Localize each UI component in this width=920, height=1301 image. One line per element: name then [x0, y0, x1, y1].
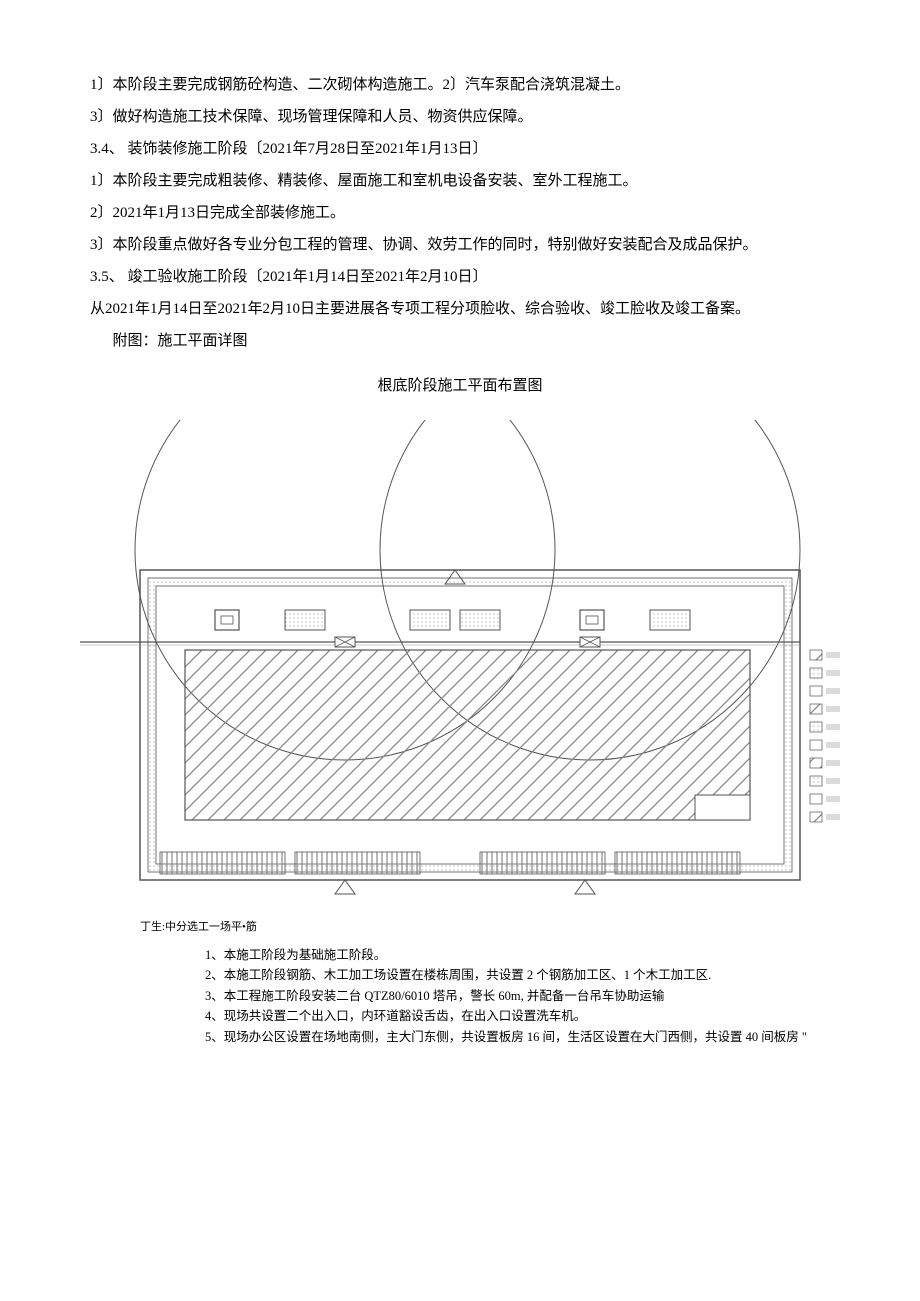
- section-3-5-heading: 3.5、 竣工验收施工阶段〔2021年1月14日至2021年2月10日〕: [60, 262, 860, 292]
- note-1: 1、本施工阶段为基础施工阶段。: [205, 946, 815, 965]
- section-3-4-item-3: 3〕本阶段重点做好各专业分包工程的管理、协调、效劳工作的同时，特别做好安装配合及…: [60, 230, 860, 260]
- section-3-4-item-1: 1〕本阶段主要完成粗装修、精装修、屋面施工和室机电设备安装、室外工程施工。: [60, 166, 860, 196]
- paragraph-phase-1: 1〕本阶段主要完成钢筋砼构造、二次砌体构造施工。2〕汽车泵配合浇筑混凝土。: [60, 70, 860, 100]
- diagram-notes: 1、本施工阶段为基础施工阶段。 2、本施工阶段钢筋、木工加工场设置在楼栋周围，共…: [205, 946, 815, 1047]
- section-3-4-item-2: 2〕2021年1月13日完成全部装修施工。: [60, 198, 860, 228]
- paragraph-phase-3: 3〕做好构造施工技术保障、现场管理保障和人员、物资供应保障。: [60, 102, 860, 132]
- note-3: 3、本工程施工阶段安装二台 QTZ80/6010 塔吊，警长 60m, 并配备一…: [205, 987, 815, 1006]
- section-3-5-body: 从2021年1月14日至2021年2月10日主要进展各专项工程分项脸收、综合验收…: [60, 294, 860, 324]
- site-plan-diagram: [80, 420, 840, 910]
- note-5: 5、现场办公区设置在场地南侧，主大门东侧，共设置板房 16 间，生活区设置在大门…: [205, 1028, 815, 1047]
- diagram-caption: 丁生:中分选工一场平•筋: [140, 918, 860, 934]
- section-3-4-heading: 3.4、 装饰装修施工阶段〔2021年7月28日至2021年1月13日〕: [60, 134, 860, 164]
- attachment-label: 附图：施工平面详图: [60, 326, 860, 356]
- note-4: 4、现场共设置二个出入口，内环道豁设舌齿，在出入口设置洗车机。: [205, 1007, 815, 1026]
- site-plan-svg: [80, 420, 840, 910]
- diagram-title: 根底阶段施工平面布置图: [60, 374, 860, 395]
- note-2: 2、本施工阶段钢筋、木工加工场设置在楼栋周围，共设置 2 个钢筋加工区、1 个木…: [205, 966, 815, 985]
